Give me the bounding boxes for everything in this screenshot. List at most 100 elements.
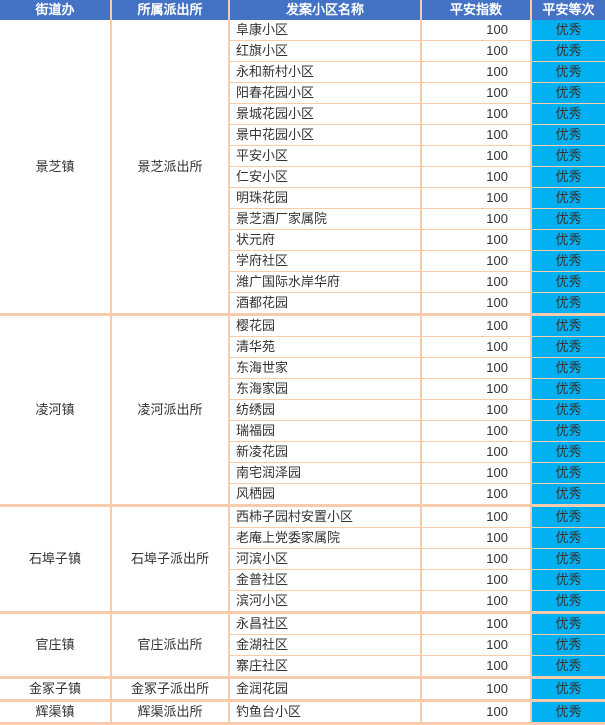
cell-index: 100 <box>422 549 532 570</box>
cell-community: 清华苑 <box>230 337 422 358</box>
cell-index: 100 <box>422 230 532 251</box>
cell-index: 100 <box>422 507 532 528</box>
cell-grade: 优秀 <box>532 635 605 656</box>
cell-grade: 优秀 <box>532 379 605 400</box>
cell-community: 金湖社区 <box>230 635 422 656</box>
cell-grade: 优秀 <box>532 20 605 41</box>
cell-grade: 优秀 <box>532 209 605 230</box>
cell-community: 仁安小区 <box>230 167 422 188</box>
cell-community: 瑞福园 <box>230 421 422 442</box>
cell-grade: 优秀 <box>532 507 605 528</box>
cell-station: 凌河派出所 <box>112 316 230 507</box>
cell-grade: 优秀 <box>532 442 605 463</box>
cell-grade: 优秀 <box>532 656 605 679</box>
cell-community: 河滨小区 <box>230 549 422 570</box>
cell-community: 樱花园 <box>230 316 422 337</box>
cell-grade: 优秀 <box>532 549 605 570</box>
cell-community: 学府社区 <box>230 251 422 272</box>
cell-index: 100 <box>422 484 532 507</box>
safety-table: 街道办 所属派出所 发案小区名称 平安指数 平安等次 景芝镇景芝派出所阜康小区1… <box>0 0 605 725</box>
cell-grade: 优秀 <box>532 337 605 358</box>
cell-town: 辉渠镇 <box>0 702 112 725</box>
cell-community: 景芝酒厂家属院 <box>230 209 422 230</box>
cell-community: 景城花园小区 <box>230 104 422 125</box>
cell-grade: 优秀 <box>532 702 605 725</box>
cell-index: 100 <box>422 337 532 358</box>
cell-index: 100 <box>422 656 532 679</box>
col-station: 所属派出所 <box>112 0 230 20</box>
cell-community: 阜康小区 <box>230 20 422 41</box>
cell-community: 明珠花园 <box>230 188 422 209</box>
cell-index: 100 <box>422 463 532 484</box>
cell-community: 平安小区 <box>230 146 422 167</box>
cell-grade: 优秀 <box>532 358 605 379</box>
cell-community: 寨庄社区 <box>230 656 422 679</box>
cell-index: 100 <box>422 379 532 400</box>
cell-index: 100 <box>422 442 532 463</box>
cell-town: 石埠子镇 <box>0 507 112 614</box>
cell-community: 永昌社区 <box>230 614 422 635</box>
cell-grade: 优秀 <box>532 570 605 591</box>
cell-grade: 优秀 <box>532 614 605 635</box>
cell-grade: 优秀 <box>532 679 605 702</box>
col-town: 街道办 <box>0 0 112 20</box>
cell-index: 100 <box>422 421 532 442</box>
cell-grade: 优秀 <box>532 400 605 421</box>
col-grade: 平安等次 <box>532 0 605 20</box>
cell-grade: 优秀 <box>532 104 605 125</box>
cell-station: 金冢子派出所 <box>112 679 230 702</box>
cell-community: 状元府 <box>230 230 422 251</box>
cell-community: 西柿子园村安置小区 <box>230 507 422 528</box>
cell-town: 凌河镇 <box>0 316 112 507</box>
cell-index: 100 <box>422 358 532 379</box>
cell-community: 纺绣园 <box>230 400 422 421</box>
cell-grade: 优秀 <box>532 188 605 209</box>
cell-index: 100 <box>422 167 532 188</box>
table-row: 官庄镇官庄派出所永昌社区100优秀 <box>0 614 605 635</box>
cell-station: 辉渠派出所 <box>112 702 230 725</box>
cell-index: 100 <box>422 209 532 230</box>
cell-grade: 优秀 <box>532 463 605 484</box>
cell-community: 阳春花园小区 <box>230 83 422 104</box>
cell-index: 100 <box>422 400 532 421</box>
cell-index: 100 <box>422 635 532 656</box>
cell-grade: 优秀 <box>532 484 605 507</box>
cell-grade: 优秀 <box>532 272 605 293</box>
col-index: 平安指数 <box>422 0 532 20</box>
cell-grade: 优秀 <box>532 146 605 167</box>
cell-community: 钓鱼台小区 <box>230 702 422 725</box>
cell-index: 100 <box>422 41 532 62</box>
cell-community: 永和新村小区 <box>230 62 422 83</box>
cell-grade: 优秀 <box>532 316 605 337</box>
cell-index: 100 <box>422 20 532 41</box>
cell-station: 官庄派出所 <box>112 614 230 679</box>
cell-index: 100 <box>422 272 532 293</box>
cell-index: 100 <box>422 104 532 125</box>
cell-index: 100 <box>422 62 532 83</box>
cell-grade: 优秀 <box>532 125 605 146</box>
cell-index: 100 <box>422 316 532 337</box>
cell-town: 景芝镇 <box>0 20 112 316</box>
cell-community: 老庵上党委家属院 <box>230 528 422 549</box>
cell-index: 100 <box>422 614 532 635</box>
cell-community: 金普社区 <box>230 570 422 591</box>
cell-station: 石埠子派出所 <box>112 507 230 614</box>
cell-index: 100 <box>422 125 532 146</box>
table-row: 金冢子镇金冢子派出所金润花园100优秀 <box>0 679 605 702</box>
cell-index: 100 <box>422 188 532 209</box>
cell-community: 南宅润泽园 <box>230 463 422 484</box>
cell-grade: 优秀 <box>532 293 605 316</box>
cell-town: 金冢子镇 <box>0 679 112 702</box>
cell-index: 100 <box>422 293 532 316</box>
cell-grade: 优秀 <box>532 591 605 614</box>
cell-community: 红旗小区 <box>230 41 422 62</box>
cell-station: 景芝派出所 <box>112 20 230 316</box>
cell-community: 东海家园 <box>230 379 422 400</box>
cell-grade: 优秀 <box>532 167 605 188</box>
cell-community: 景中花园小区 <box>230 125 422 146</box>
table-row: 凌河镇凌河派出所樱花园100优秀 <box>0 316 605 337</box>
header-row: 街道办 所属派出所 发案小区名称 平安指数 平安等次 <box>0 0 605 20</box>
cell-grade: 优秀 <box>532 62 605 83</box>
cell-index: 100 <box>422 702 532 725</box>
cell-index: 100 <box>422 570 532 591</box>
